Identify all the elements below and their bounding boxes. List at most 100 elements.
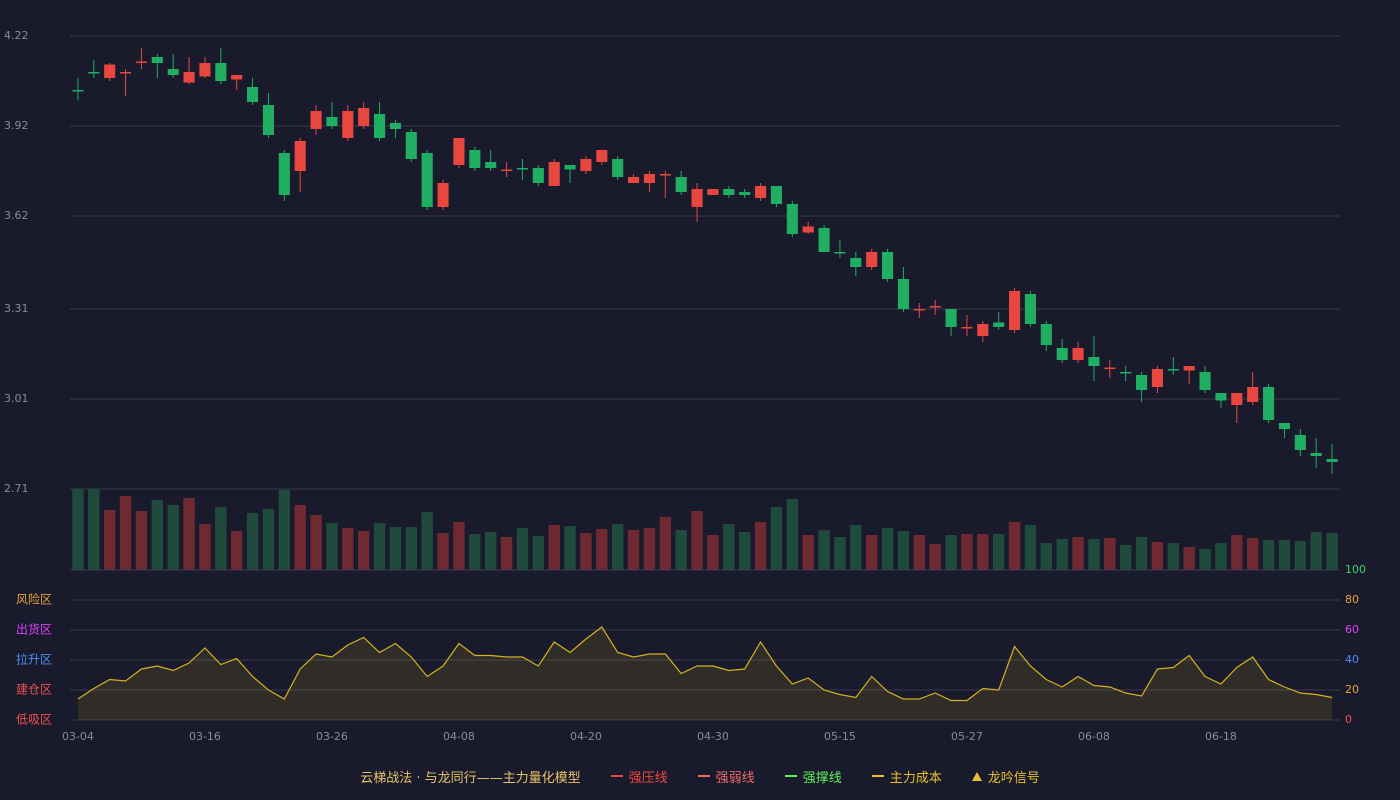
candle-body [802, 226, 814, 233]
legend-label: 强撑线 [802, 770, 842, 786]
candle-body [1278, 423, 1290, 429]
volume-bar [992, 534, 1005, 570]
candle-body [120, 72, 132, 74]
volume-bar [532, 536, 545, 570]
candle-body [421, 153, 433, 207]
volume-bar [469, 534, 481, 570]
volume-bar [1278, 540, 1291, 570]
volume-bar [881, 528, 894, 570]
candle-body [1072, 348, 1084, 360]
zone-label: 拉升区 [16, 652, 52, 667]
legend: 云梯战法 · 与龙同行——主力量化模型 强压线 强弱线 强撑线 主力成本 龙吟信号 [0, 764, 1400, 788]
candle-body [1215, 393, 1227, 401]
candle-body [564, 165, 576, 170]
volume-bar [564, 526, 576, 570]
x-tick-label: 05-27 [951, 730, 983, 743]
volume-bar [357, 531, 370, 570]
candle-body [945, 309, 957, 327]
volume-bar [262, 509, 275, 570]
volume-bar [1040, 543, 1053, 570]
volume-bar [103, 510, 116, 570]
volume-bar [707, 535, 719, 570]
legend-label: 主力成本 [889, 770, 942, 786]
volume-bar [659, 517, 672, 570]
legend-item: 强弱线 [697, 767, 755, 786]
zone-label: 低吸区 [16, 713, 52, 727]
y-tick-label: 40 [1345, 653, 1359, 666]
volume-bar [342, 528, 354, 570]
candle-body [882, 252, 894, 279]
volume-bar [818, 530, 830, 570]
candle-body [1088, 357, 1100, 366]
volume-bar [1119, 545, 1132, 570]
volume-bar [1088, 539, 1100, 570]
volume-bar [627, 530, 640, 570]
indicator-line [77, 626, 1333, 702]
candle-body [1151, 369, 1163, 387]
candle-body [167, 69, 179, 75]
candle-body [659, 174, 671, 176]
zone-label: 风险区 [16, 592, 52, 607]
candle-body [231, 75, 243, 80]
legend-marker [697, 775, 710, 777]
x-tick-label: 04-30 [697, 730, 729, 743]
volume-bar [643, 528, 656, 570]
volume-bar [294, 505, 306, 570]
candle-body [135, 61, 147, 63]
volume-bar [897, 531, 910, 570]
x-tick-label: 03-26 [316, 730, 348, 743]
volume-bar [516, 528, 529, 570]
indicator-area [77, 627, 1333, 720]
candle-body [897, 279, 909, 309]
legend-title: 云梯战法 · 与龙同行——主力量化模型 [360, 770, 581, 786]
candle-body [739, 192, 751, 195]
volume-bar [834, 537, 846, 570]
x-tick-label: 03-16 [189, 730, 221, 743]
volume-bar [865, 535, 878, 570]
volume-bar [929, 544, 941, 570]
volume-bar [500, 537, 513, 570]
volume-bar [675, 530, 687, 570]
volume-bar [802, 535, 814, 570]
candle-body [929, 306, 941, 308]
volume-bar [1072, 537, 1084, 570]
candle-body [294, 141, 306, 171]
volume-bar [326, 523, 338, 570]
candle-body [374, 114, 386, 138]
volume-bar [580, 533, 592, 570]
volume-bar [1167, 543, 1180, 570]
volume-bar [310, 515, 322, 570]
candle-body [1294, 435, 1306, 450]
x-tick-label: 04-20 [570, 730, 602, 743]
legend-marker [971, 771, 982, 781]
volume-bar [1246, 538, 1259, 570]
volume-bar [453, 522, 465, 570]
y-tick-label: 80 [1345, 593, 1359, 606]
candle-body [1120, 372, 1132, 374]
candle-body [866, 252, 878, 267]
candle-body [723, 189, 735, 195]
candle-body [247, 87, 259, 102]
volume-bar [484, 532, 497, 570]
candle-body [628, 177, 640, 183]
volume-bar [596, 529, 608, 570]
candle-body [834, 252, 846, 254]
x-tick-label: 06-18 [1205, 730, 1237, 743]
volume-bar [373, 523, 386, 570]
y-tick-label: 4.22 [4, 29, 29, 42]
candle-body [278, 153, 290, 195]
y-tick-label: 20 [1345, 683, 1359, 696]
volume-bar [183, 498, 195, 570]
volume-bar [437, 533, 449, 570]
volume-bar [913, 535, 926, 570]
volume-bar [246, 513, 259, 570]
candle-body [1326, 459, 1338, 462]
volume-bar [850, 525, 862, 570]
legend-label: 强压线 [628, 770, 668, 786]
y-tick-label: 2.71 [4, 482, 29, 495]
volume-bar [1262, 540, 1275, 570]
volume-bar [405, 527, 418, 570]
volume-bar [1326, 533, 1338, 570]
volume-bar [1215, 543, 1227, 570]
candle-body [580, 159, 592, 171]
